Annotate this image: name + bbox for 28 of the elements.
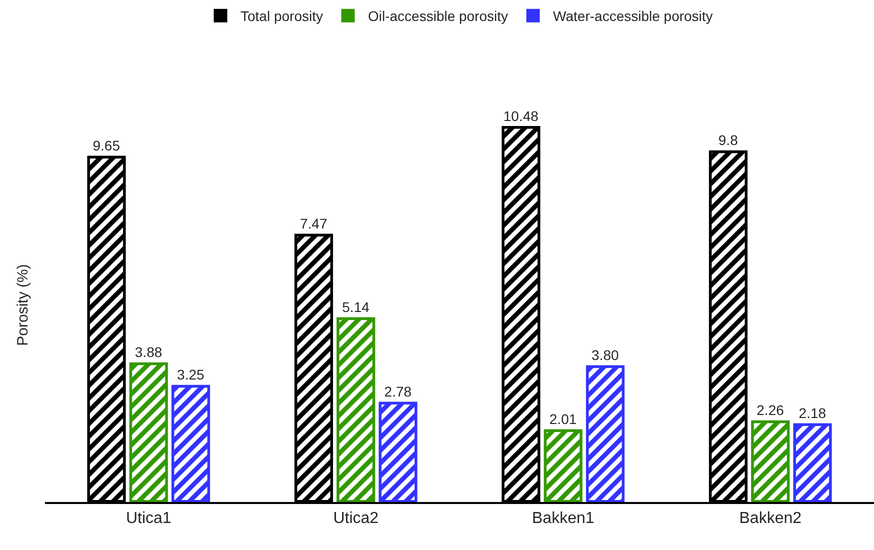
data-label: 2.18 — [798, 404, 826, 421]
data-label: 3.80 — [592, 346, 619, 363]
bar — [129, 362, 168, 502]
bar — [793, 423, 832, 502]
x-tick-label: Utica2 — [333, 510, 379, 527]
data-label: 3.25 — [177, 366, 204, 383]
legend-label: Water-accessible porosity — [553, 8, 713, 24]
data-label: 5.14 — [342, 298, 370, 315]
x-tick-label: Bakken1 — [532, 510, 594, 527]
data-label: 2.26 — [756, 402, 784, 418]
data-label: 2.01 — [549, 411, 577, 428]
bar — [378, 402, 418, 502]
bar — [171, 384, 210, 502]
data-label: 9.8 — [718, 132, 738, 148]
bar — [336, 317, 376, 502]
data-label: 7.47 — [300, 216, 328, 232]
bar — [544, 429, 582, 502]
data-label: 10.48 — [503, 108, 539, 124]
bar — [586, 365, 625, 502]
x-tick-label: Bakken2 — [739, 510, 802, 527]
data-label: 3.88 — [134, 344, 162, 360]
data-label: 2.78 — [384, 383, 412, 400]
legend-label: Oil-accessible porosity — [368, 8, 508, 24]
legend-label: Total porosity — [240, 8, 323, 24]
x-tick-label: Utica1 — [126, 510, 172, 527]
data-label: 9.65 — [92, 137, 120, 154]
bar — [751, 420, 790, 502]
y-axis-title: Porosity (%) — [14, 264, 32, 346]
